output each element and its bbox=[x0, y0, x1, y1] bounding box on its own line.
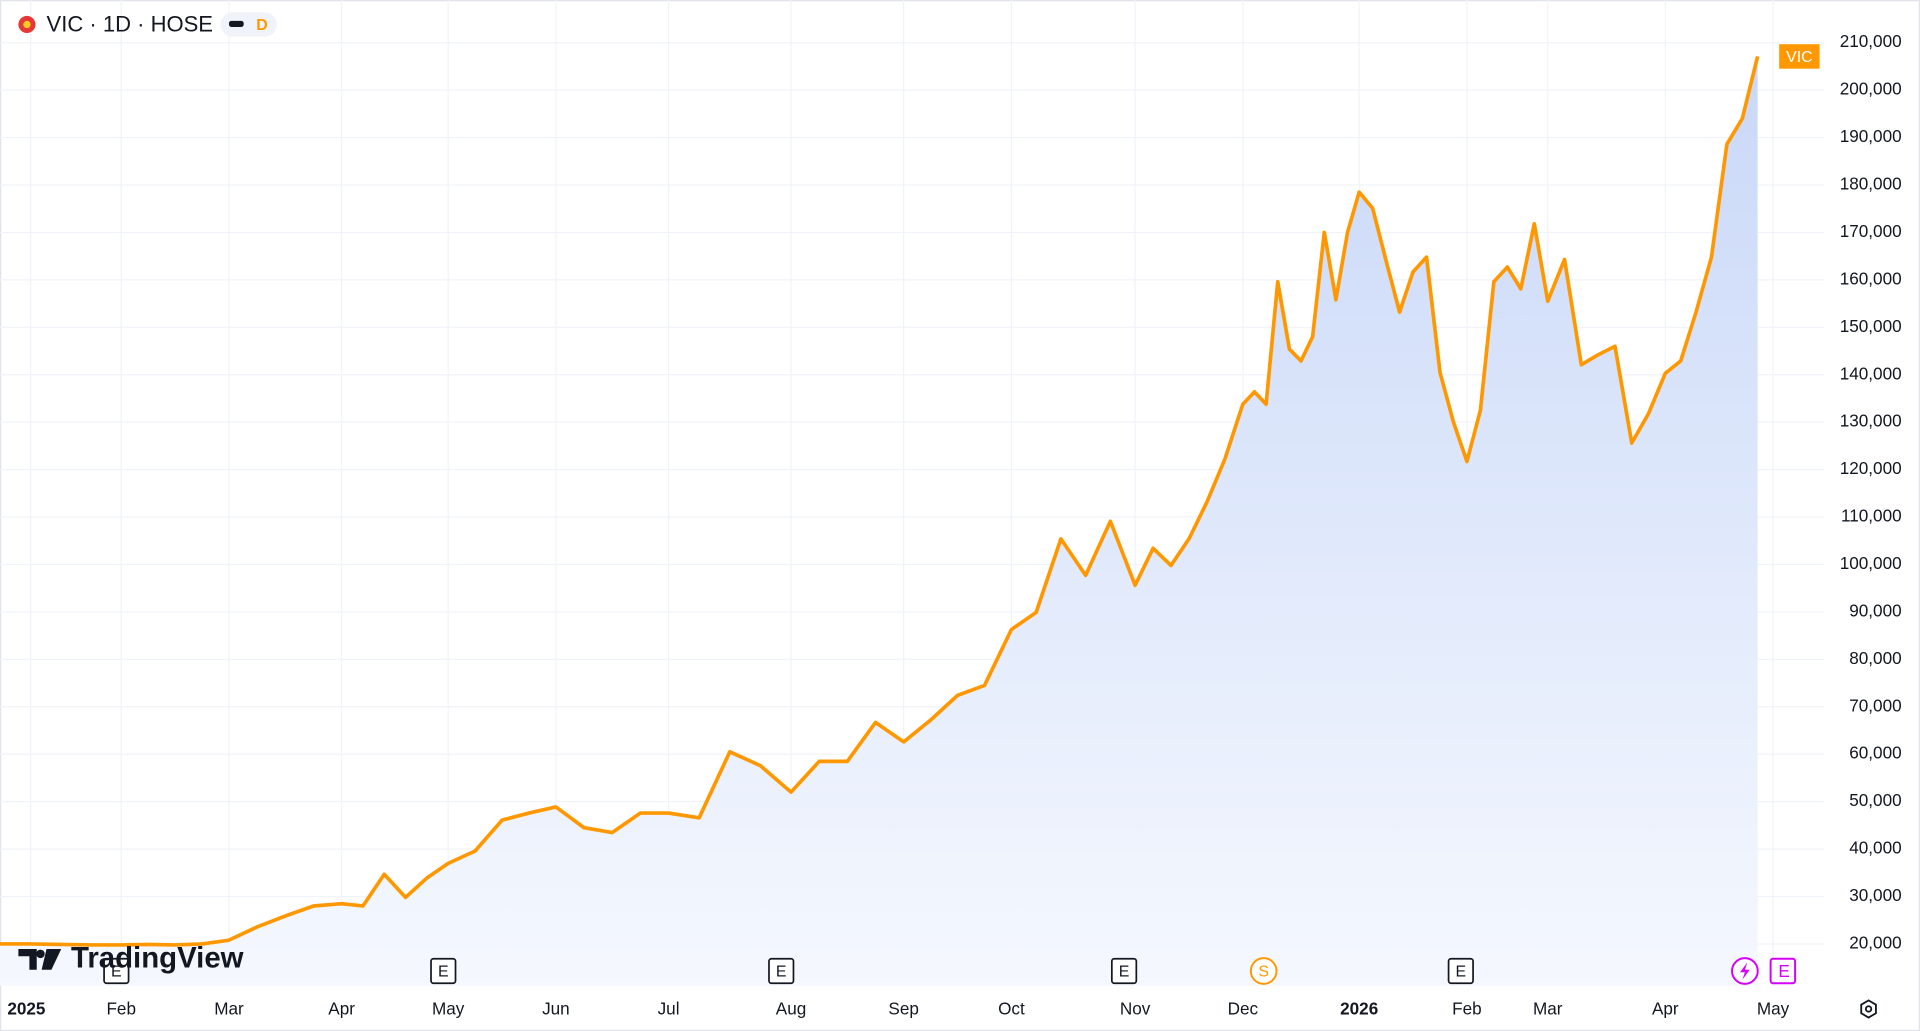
y-tick-label: 200,000 bbox=[1840, 79, 1902, 99]
y-tick-label: 110,000 bbox=[1841, 506, 1902, 526]
settings-center[interactable] bbox=[1864, 1005, 1873, 1013]
event-label[interactable]: E bbox=[1119, 963, 1130, 980]
event-label[interactable]: E bbox=[438, 963, 449, 980]
x-tick-label: Mar bbox=[1533, 999, 1563, 1019]
y-tick-label: 150,000 bbox=[1840, 316, 1902, 336]
event-badge[interactable] bbox=[1447, 957, 1474, 985]
axes: 20,000 30,000 40,000 50,000 60,000 70,000 80,0… bbox=[7, 31, 1901, 1018]
settings-icon[interactable] bbox=[1860, 999, 1877, 1019]
x-tick-label: May bbox=[1757, 999, 1790, 1019]
logo: TradingView bbox=[18, 942, 244, 975]
x-tick-label: Nov bbox=[1120, 999, 1151, 1019]
symbol-title: VIC · 1D · HOSE bbox=[47, 12, 213, 37]
event-marker[interactable]: E bbox=[430, 957, 457, 985]
x-tick-label: Dec bbox=[1228, 999, 1259, 1019]
symbol-icon-star bbox=[23, 20, 31, 29]
plot: VIC bbox=[0, 44, 1820, 986]
logo-dot bbox=[36, 949, 45, 959]
event-marker[interactable]: E bbox=[1447, 957, 1474, 985]
y-tick-label: 210,000 bbox=[1840, 31, 1902, 51]
y-tick-label: 40,000 bbox=[1849, 838, 1901, 858]
header: VIC · 1D · HOSE D bbox=[18, 12, 277, 37]
event-label[interactable]: S bbox=[1258, 963, 1269, 980]
event-badge[interactable] bbox=[768, 957, 795, 985]
y-tick-label: 60,000 bbox=[1849, 743, 1901, 763]
x-tick-label: Jul bbox=[658, 999, 680, 1019]
status-icon bbox=[228, 20, 244, 27]
news-bolt[interactable] bbox=[1740, 962, 1750, 980]
x-tick-label: Feb bbox=[106, 999, 136, 1019]
legend-label: VIC bbox=[1786, 49, 1813, 66]
y-tick-label: 120,000 bbox=[1840, 458, 1902, 478]
x-tick-label: Apr bbox=[328, 999, 355, 1019]
y-tick-label: 70,000 bbox=[1849, 695, 1901, 715]
y-tick-label: 20,000 bbox=[1849, 932, 1901, 952]
x-tick-label: 2026 bbox=[1340, 999, 1378, 1019]
event-marker[interactable]: E bbox=[1110, 957, 1138, 985]
line bbox=[0, 56, 1760, 947]
event-label[interactable]: E bbox=[1778, 961, 1789, 981]
event-marker[interactable]: E bbox=[103, 957, 130, 985]
y-tick-label: 30,000 bbox=[1849, 885, 1901, 905]
news-marker[interactable] bbox=[1731, 957, 1759, 985]
event-badge[interactable] bbox=[1110, 957, 1138, 985]
y-tick-label: 100,000 bbox=[1840, 553, 1902, 573]
x-tick-label: Oct bbox=[998, 999, 1025, 1019]
y-tick-label: 160,000 bbox=[1840, 268, 1902, 288]
event-badge[interactable] bbox=[1249, 957, 1278, 985]
y-tick-label: 130,000 bbox=[1840, 411, 1902, 431]
logo-text: TradingView bbox=[71, 942, 244, 975]
event-badge[interactable] bbox=[1769, 957, 1797, 985]
x-tick-label: 2025 bbox=[7, 999, 46, 1019]
x-tick-label: Mar bbox=[214, 999, 244, 1019]
y-tick-label: 140,000 bbox=[1840, 363, 1902, 383]
y-tick-label: 90,000 bbox=[1849, 600, 1901, 620]
event-label[interactable]: E bbox=[1456, 963, 1467, 980]
y-tick-label: 80,000 bbox=[1849, 648, 1901, 668]
logo-mark bbox=[18, 948, 62, 970]
price-label-box bbox=[1779, 44, 1820, 69]
event-badge[interactable] bbox=[103, 957, 130, 985]
delay-badge: D bbox=[256, 17, 268, 34]
x-tick-label: May bbox=[432, 999, 465, 1019]
y-tick-label: 50,000 bbox=[1849, 790, 1901, 810]
event-marker[interactable]: E bbox=[1769, 957, 1797, 985]
event-marker[interactable]: E bbox=[768, 957, 795, 985]
event-badge[interactable] bbox=[430, 957, 457, 985]
x-tick-label: Jun bbox=[542, 999, 570, 1019]
x-tick-label: Feb bbox=[1452, 999, 1482, 1019]
settings-hex[interactable] bbox=[1860, 999, 1877, 1019]
y-tick-label: 170,000 bbox=[1840, 221, 1902, 241]
event-marker[interactable]: S bbox=[1249, 957, 1278, 985]
y-tick-label: 180,000 bbox=[1840, 174, 1902, 194]
x-tick-label: Sep bbox=[888, 999, 918, 1019]
event-label[interactable]: E bbox=[776, 963, 787, 980]
y-tick-label: 190,000 bbox=[1840, 126, 1902, 146]
x-tick-label: Apr bbox=[1652, 999, 1679, 1019]
event-label[interactable]: E bbox=[111, 963, 122, 980]
status-badge bbox=[220, 12, 277, 37]
x-tick-label: Aug bbox=[776, 999, 806, 1019]
